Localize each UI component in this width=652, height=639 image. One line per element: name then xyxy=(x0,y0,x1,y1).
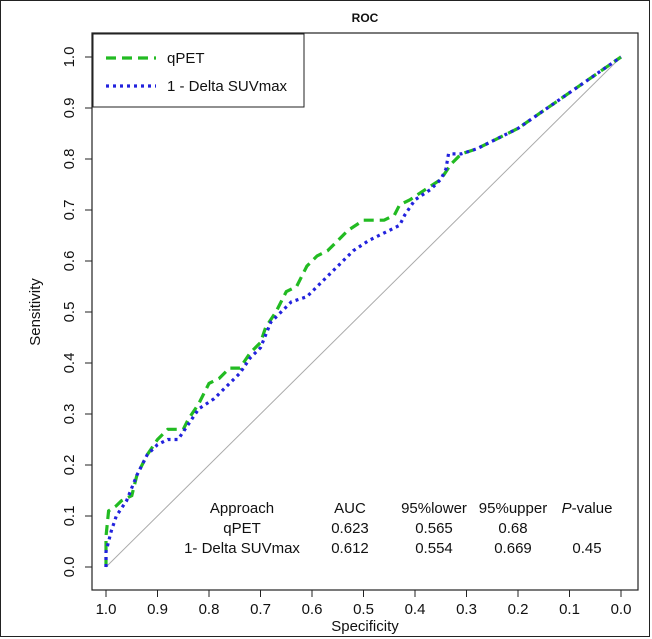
reference-diagonal xyxy=(105,56,622,568)
table-row-qpet-lower: 0.565 xyxy=(415,520,453,537)
x-tick-label: 0.6 xyxy=(302,601,323,618)
legend-label-delta-suvmax: 1 - Delta SUVmax xyxy=(167,78,288,95)
x-tick-label: 0.8 xyxy=(199,601,220,618)
y-tick-label: 0.3 xyxy=(61,404,78,425)
x-tick-label: 0.3 xyxy=(456,601,477,618)
x-tick-label: 0.0 xyxy=(611,601,632,618)
table-row-delta-upper: 0.669 xyxy=(494,540,532,557)
x-tick-label: 0.1 xyxy=(559,601,580,618)
table-row-qpet-upper: 0.68 xyxy=(498,520,527,537)
table-row-delta-approach: 1- Delta SUVmax xyxy=(184,540,300,557)
y-tick-label: 0.7 xyxy=(61,200,78,221)
y-tick-label: 0.0 xyxy=(61,557,78,578)
table-header-95upper: 95%upper xyxy=(479,500,547,517)
legend-box xyxy=(92,33,305,108)
x-tick-label: 0.9 xyxy=(147,601,168,618)
table-header-auc: AUC xyxy=(334,500,366,517)
y-tick-label: 0.1 xyxy=(61,506,78,527)
y-tick-label: 0.4 xyxy=(61,353,78,374)
x-axis-label: Specificity xyxy=(331,618,399,635)
table-row-delta-auc: 0.612 xyxy=(331,540,369,557)
y-axis-ticks: 0.0 0.1 0.2 0.3 0.4 0.5 0.6 0.7 0.8 0.9 1.0 xyxy=(61,47,92,578)
legend: qPET 1 - Delta SUVmax xyxy=(92,33,305,108)
x-tick-label: 0.2 xyxy=(508,601,529,618)
y-tick-label: 0.6 xyxy=(61,251,78,272)
y-tick-label: 0.5 xyxy=(61,302,78,323)
y-tick-label: 0.2 xyxy=(61,455,78,476)
table-row-qpet-auc: 0.623 xyxy=(331,520,369,537)
x-tick-label: 0.7 xyxy=(250,601,271,618)
table-row-qpet-approach: qPET xyxy=(223,520,261,537)
stats-table: Approach AUC 95%lower 95%upper P-value q… xyxy=(184,500,612,557)
table-row-delta-lower: 0.554 xyxy=(415,540,453,557)
table-header-p-value: P-value xyxy=(562,500,613,517)
series-layer xyxy=(104,55,622,567)
x-axis-ticks: 1.0 0.9 0.8 0.7 0.6 0.5 0.4 0.3 0.2 0.1 0.0 xyxy=(96,590,632,618)
table-header-95lower: 95%lower xyxy=(401,500,467,517)
x-tick-label: 0.4 xyxy=(405,601,426,618)
table-header-approach: Approach xyxy=(210,500,274,517)
legend-label-qpet: qPET xyxy=(167,50,205,67)
chart-title: ROC xyxy=(352,11,379,25)
table-row-delta-p-value: 0.45 xyxy=(572,540,601,557)
y-tick-label: 0.9 xyxy=(61,98,78,119)
series-line-delta-suvmax xyxy=(104,55,622,567)
x-tick-label: 0.5 xyxy=(353,601,374,618)
y-axis-label: Sensitivity xyxy=(27,278,44,346)
x-tick-label: 1.0 xyxy=(96,601,117,618)
y-tick-label: 1.0 xyxy=(61,47,78,68)
y-tick-label: 0.8 xyxy=(61,149,78,170)
